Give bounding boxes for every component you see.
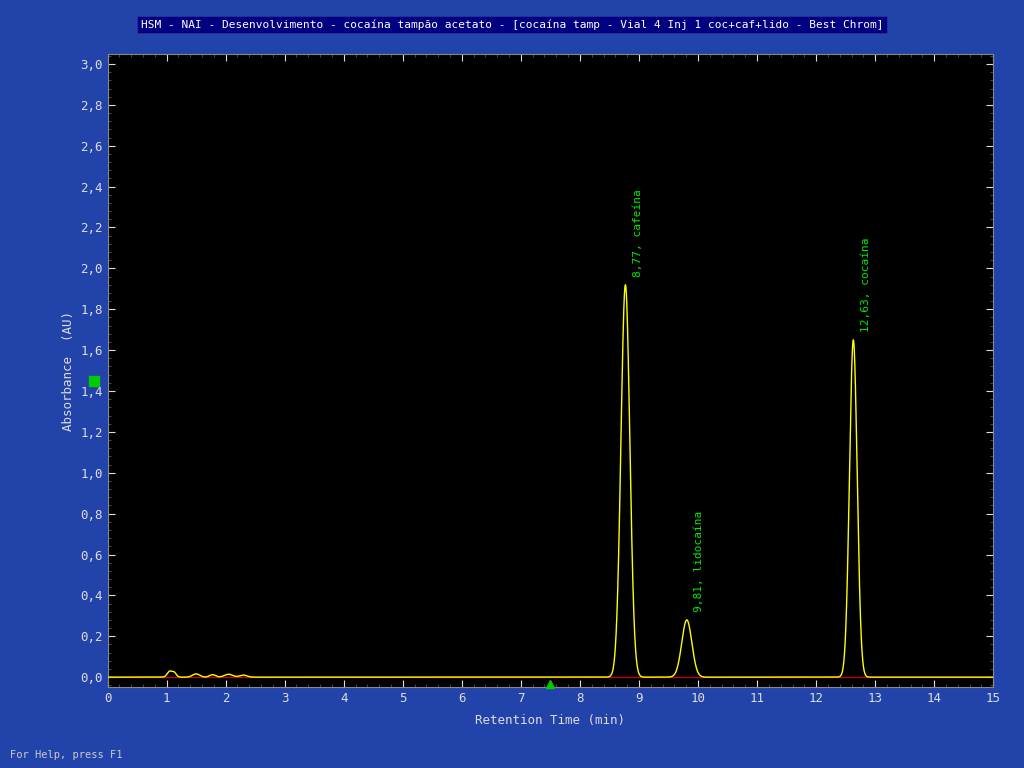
Text: For Help, press F1: For Help, press F1 bbox=[10, 750, 123, 760]
Text: 12,63, cocaína: 12,63, cocaína bbox=[861, 237, 871, 332]
Text: 9,81, lidocaína: 9,81, lidocaína bbox=[694, 511, 705, 612]
Text: HSM - NAI - Desenvolvimento - cocaína tampão acetato - [cocaína tamp - Vial 4 In: HSM - NAI - Desenvolvimento - cocaína ta… bbox=[140, 19, 884, 30]
Y-axis label: Absorbance  (AU): Absorbance (AU) bbox=[61, 310, 75, 431]
Text: 8,77, cafeína: 8,77, cafeína bbox=[633, 189, 643, 276]
X-axis label: Retention Time (min): Retention Time (min) bbox=[475, 713, 626, 727]
